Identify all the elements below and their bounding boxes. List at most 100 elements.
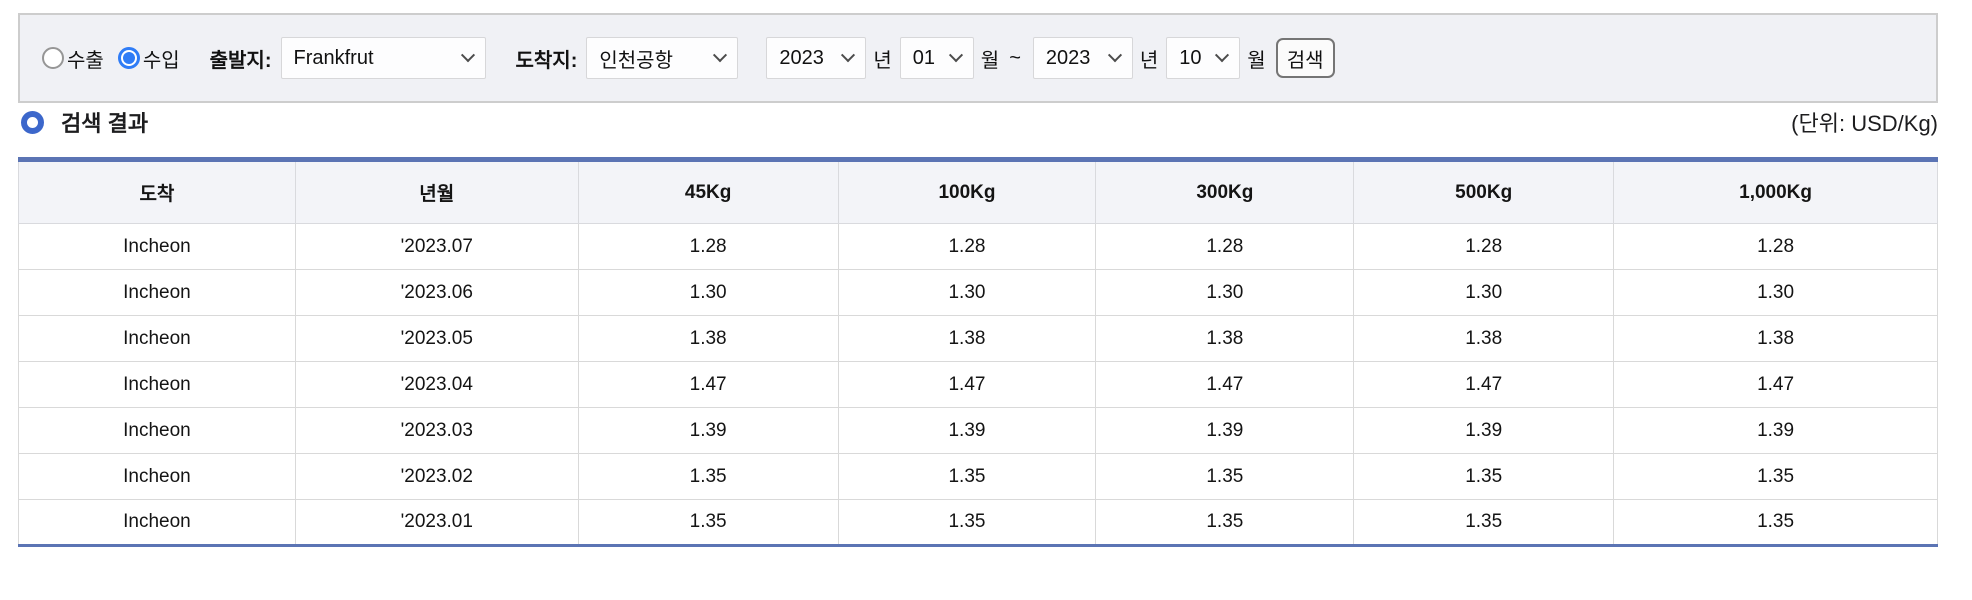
cell-rate: 1.47 [577, 361, 839, 408]
cell-rate: 1.35 [1353, 453, 1615, 500]
to-year-value: 2023 [1045, 46, 1091, 69]
cell-rate: 1.35 [1353, 499, 1615, 546]
cell-rate: 1.38 [577, 315, 839, 362]
date-range-separator: ~ [1009, 46, 1021, 69]
to-month-suffix: 월 [1247, 49, 1266, 72]
cell-rate: 1.39 [577, 407, 839, 454]
cell-rate: 1.38 [1613, 315, 1938, 362]
cell-rate: 1.35 [1613, 499, 1938, 546]
cell-rate: 1.28 [577, 223, 839, 270]
cell-rate: 1.39 [1353, 407, 1615, 454]
cell-yearmonth: '2023.06 [294, 269, 579, 316]
cell-rate: 1.28 [837, 223, 1097, 270]
table-row: Incheon '2023.05 1.38 1.38 1.38 1.38 1.3… [18, 315, 1938, 362]
column-header-100kg: 100Kg [837, 159, 1097, 224]
column-header-yearmonth: 년월 [294, 159, 579, 224]
from-year-select[interactable]: 2023 [766, 37, 867, 79]
cell-rate: 1.47 [1095, 361, 1355, 408]
destination-label: 도착지: [515, 49, 578, 72]
origin-label: 출발지: [209, 49, 272, 72]
to-year-suffix: 년 [1139, 49, 1159, 72]
chevron-down-icon [841, 48, 856, 63]
radio-export-label: 수출 [67, 49, 104, 72]
cell-arrival: Incheon [18, 223, 296, 270]
cell-rate: 1.47 [837, 361, 1097, 408]
cell-rate: 1.35 [577, 453, 839, 500]
radio-option-import[interactable]: 수입 [117, 44, 180, 73]
cell-arrival: Incheon [18, 315, 296, 362]
from-year-suffix: 년 [873, 49, 892, 72]
to-year-select[interactable]: 2023 [1032, 37, 1133, 79]
table-row: Incheon '2023.06 1.30 1.30 1.30 1.30 1.3… [18, 269, 1938, 316]
cell-yearmonth: '2023.05 [294, 315, 579, 362]
destination-select-value: 인천공항 [599, 49, 673, 72]
cell-rate: 1.30 [1095, 269, 1355, 316]
from-month-value: 01 [912, 46, 936, 69]
cell-rate: 1.38 [1353, 315, 1615, 362]
results-section-header: 검색 결과 (단위: USD/Kg) [18, 100, 1938, 144]
to-month-select[interactable]: 10 [1166, 37, 1241, 79]
search-button[interactable]: 검색 [1275, 38, 1335, 78]
origin-select[interactable]: Frankfrut [280, 37, 486, 79]
cell-rate: 1.28 [1095, 223, 1355, 270]
section-bullet-icon [21, 110, 44, 134]
chevron-down-icon [1107, 48, 1122, 63]
cell-yearmonth: '2023.01 [294, 499, 579, 546]
cell-rate: 1.35 [837, 499, 1097, 546]
cell-rate: 1.47 [1353, 361, 1615, 408]
cell-rate: 1.39 [1095, 407, 1355, 454]
cell-rate: 1.28 [1353, 223, 1615, 270]
cell-rate: 1.47 [1613, 361, 1938, 408]
radio-import-label: 수입 [142, 49, 180, 72]
column-header-1000kg: 1,000Kg [1613, 159, 1938, 224]
cell-rate: 1.30 [837, 269, 1097, 316]
origin-select-value: Frankfrut [293, 46, 374, 69]
cell-rate: 1.35 [1095, 499, 1355, 546]
column-header-300kg: 300Kg [1095, 159, 1355, 224]
column-header-arrival: 도착 [18, 159, 296, 224]
table-row: Incheon '2023.07 1.28 1.28 1.28 1.28 1.2… [18, 223, 1938, 270]
cell-rate: 1.38 [837, 315, 1097, 362]
radio-option-export[interactable]: 수출 [42, 44, 104, 73]
table-row: Incheon '2023.03 1.39 1.39 1.39 1.39 1.3… [18, 407, 1938, 454]
cell-yearmonth: '2023.04 [294, 361, 579, 408]
chevron-down-icon [1215, 48, 1230, 63]
cell-rate: 1.35 [577, 499, 839, 546]
cell-rate: 1.39 [1613, 407, 1938, 454]
table-header-row: 도착 년월 45Kg 100Kg 300Kg 500Kg 1,000Kg [18, 159, 1938, 224]
to-month-value: 10 [1179, 46, 1202, 69]
cell-yearmonth: '2023.03 [294, 407, 579, 454]
cell-rate: 1.30 [1353, 269, 1615, 316]
cell-rate: 1.38 [1095, 315, 1355, 362]
from-month-select[interactable]: 01 [899, 37, 974, 79]
table-row: Incheon '2023.02 1.35 1.35 1.35 1.35 1.3… [18, 453, 1938, 500]
cell-rate: 1.35 [1613, 453, 1938, 500]
search-form-bar: 수출 수입 출발지: Frankfrut 도착지: 인천공항 2023 년 01… [18, 13, 1938, 103]
chevron-down-icon [948, 48, 963, 63]
column-header-45kg: 45Kg [577, 159, 839, 224]
cell-yearmonth: '2023.07 [294, 223, 579, 270]
radio-import-icon[interactable] [117, 47, 140, 69]
cell-rate: 1.35 [837, 453, 1097, 500]
table-row: Incheon '2023.04 1.47 1.47 1.47 1.47 1.4… [18, 361, 1938, 408]
destination-select[interactable]: 인천공항 [586, 37, 739, 79]
from-year-value: 2023 [779, 46, 824, 69]
section-title: 검색 결과 [61, 111, 149, 136]
cell-rate: 1.28 [1613, 223, 1938, 270]
unit-label: (단위: USD/Kg) [1791, 111, 1938, 136]
radio-export-icon[interactable] [42, 47, 64, 69]
from-month-suffix: 월 [980, 49, 1000, 72]
cell-arrival: Incheon [18, 269, 296, 316]
table-row: Incheon '2023.01 1.35 1.35 1.35 1.35 1.3… [18, 499, 1938, 546]
cell-arrival: Incheon [18, 453, 296, 500]
cell-arrival: Incheon [18, 407, 296, 454]
cell-rate: 1.39 [837, 407, 1097, 454]
column-header-500kg: 500Kg [1353, 159, 1615, 224]
cell-yearmonth: '2023.02 [294, 453, 579, 500]
chevron-down-icon [460, 48, 475, 63]
cell-rate: 1.30 [1613, 269, 1938, 316]
cell-arrival: Incheon [18, 499, 296, 546]
cell-rate: 1.30 [577, 269, 839, 316]
results-table: 도착 년월 45Kg 100Kg 300Kg 500Kg 1,000Kg Inc… [18, 157, 1938, 547]
cell-rate: 1.35 [1095, 453, 1355, 500]
